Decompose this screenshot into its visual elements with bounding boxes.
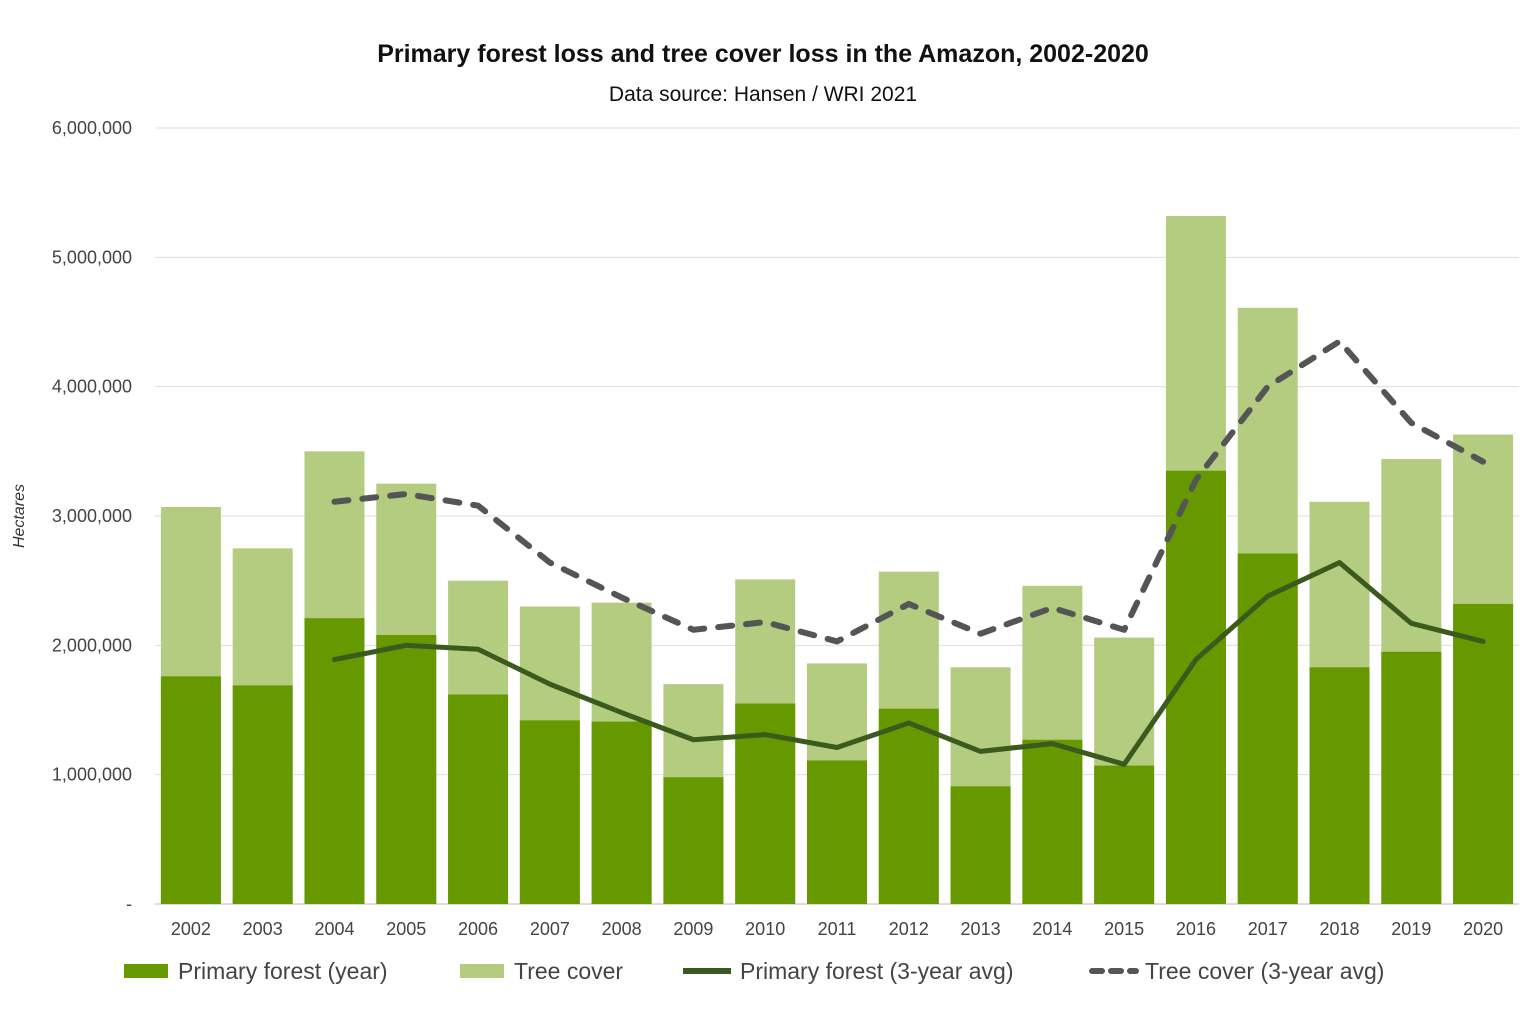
y-tick-label: 2,000,000 [52,635,132,655]
y-tick-label: 6,000,000 [52,118,132,138]
legend-label: Tree cover [514,958,623,984]
y-tick-label: 1,000,000 [52,765,132,785]
bar-primary-forest [1022,739,1083,904]
x-tick-label: 2014 [1032,919,1072,939]
x-tick-label: 2009 [673,919,713,939]
x-tick-label: 2020 [1463,919,1503,939]
x-tick-label: 2007 [530,919,570,939]
bar-primary-forest [1094,765,1155,904]
bar-primary-forest [376,634,437,904]
x-tick-label: 2019 [1391,919,1431,939]
y-tick-label: 5,000,000 [52,247,132,267]
bar-primary-forest [232,685,293,904]
x-tick-label: 2002 [171,919,211,939]
chart-title: Primary forest loss and tree cover loss … [377,40,1149,68]
x-tick-label: 2006 [458,919,498,939]
legend-label: Tree cover (3-year avg) [1145,958,1384,984]
y-axis-ticks: - 1,000,000 2,000,000 3,000,000 4,000,000 5,0… [52,118,132,914]
bar-primary-forest [1237,553,1298,904]
bar-primary-forest [591,721,652,904]
chart-subtitle: Data source: Hansen / WRI 2021 [609,83,917,106]
bar-primary-forest [807,760,867,904]
bar-primary-forest [519,720,580,904]
x-tick-label: 2012 [889,919,929,939]
x-tick-label: 2018 [1320,919,1360,939]
bar-primary-forest [1453,603,1514,904]
y-axis-label: Hectares [11,484,28,548]
x-tick-label: 2010 [745,919,785,939]
bar-primary-forest [878,708,939,904]
x-tick-label: 2013 [961,919,1001,939]
bar-primary-forest [950,786,1011,904]
legend-swatch [460,964,504,978]
x-tick-label: 2003 [243,919,283,939]
legend-swatch [124,964,168,978]
x-tick-label: 2017 [1248,919,1288,939]
x-tick-label: 2008 [602,919,642,939]
legend-label: Primary forest (3-year avg) [740,958,1014,984]
x-tick-label: 2011 [818,919,857,939]
x-tick-label: 2004 [314,919,354,939]
x-tick-label: 2005 [386,919,426,939]
bar-primary-forest [1309,667,1370,904]
bar-primary-forest [1381,651,1442,904]
legend: Primary forest (year) Tree cover Primary f… [124,958,1384,984]
line-primary-forest-avg [331,560,1486,767]
bar-primary-forest [448,694,509,904]
x-tick-label: 2015 [1104,919,1144,939]
y-tick-label: 4,000,000 [52,377,132,397]
y-tick-label: - [126,894,132,914]
legend-label: Primary forest (year) [178,958,388,984]
bars [160,215,1514,905]
x-axis-ticks: 2002 2003 2004 2005 2006 2007 2008 2009 2010 2011… [171,919,1503,939]
lines [331,338,1487,767]
bar-primary-forest [160,676,221,904]
bar-primary-forest [663,777,724,904]
x-tick-label: 2016 [1176,919,1216,939]
line-tree-cover-avg [331,338,1487,645]
bar-primary-forest [304,618,365,904]
y-tick-label: 3,000,000 [52,506,132,526]
